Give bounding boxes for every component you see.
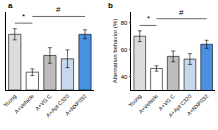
svg-text:#: # [179, 8, 184, 17]
svg-text:Alternation behavior (%): Alternation behavior (%) [112, 19, 118, 83]
svg-text:Young: Young [2, 93, 17, 108]
svg-text:A+NXP032: A+NXP032 [64, 93, 88, 117]
svg-text:b: b [108, 1, 113, 10]
svg-text:A+Vehicle: A+Vehicle [13, 93, 35, 115]
svg-text:A+VG C: A+VG C [157, 93, 176, 112]
svg-text:A+Vehicle: A+Vehicle [137, 93, 159, 115]
svg-text:A+VG C: A+VG C [34, 93, 53, 112]
svg-text:A+Apt C320: A+Apt C320 [45, 93, 70, 118]
svg-text:a: a [8, 1, 13, 10]
svg-text:60: 60 [121, 47, 128, 53]
svg-text:A+Apt C320: A+Apt C320 [167, 93, 192, 118]
svg-text:Young: Young [127, 93, 142, 108]
svg-text:#: # [56, 5, 61, 14]
svg-text:80: 80 [121, 20, 128, 26]
svg-text:*: * [147, 14, 150, 23]
svg-text:A+NXP032: A+NXP032 [186, 93, 210, 117]
svg-text:40: 40 [121, 74, 128, 80]
svg-text:*: * [22, 12, 25, 21]
